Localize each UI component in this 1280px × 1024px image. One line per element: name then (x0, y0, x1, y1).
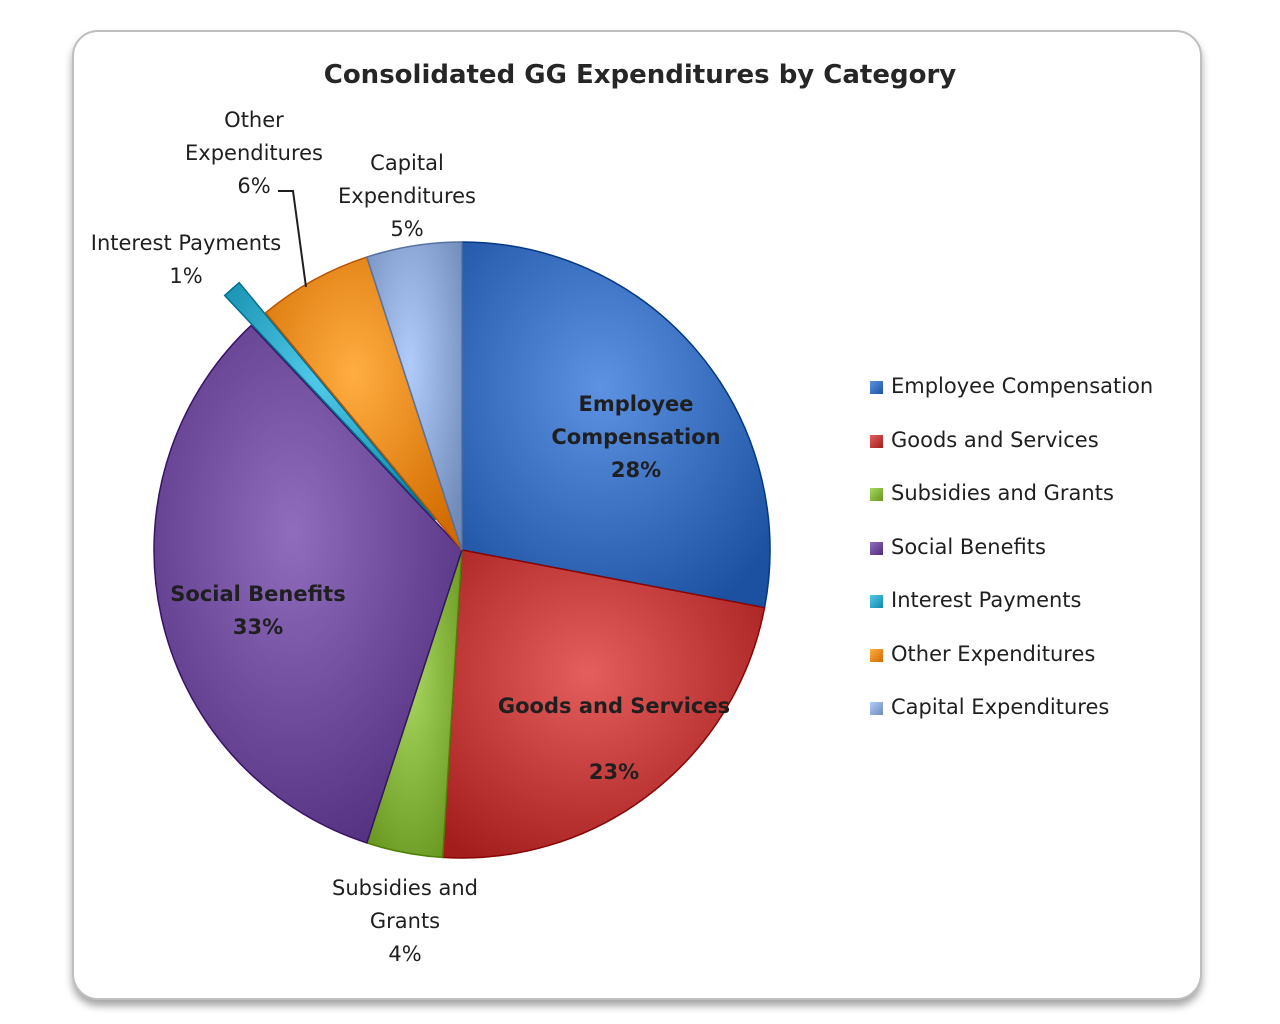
data-label-goods-and-services: Goods and Services 23% (498, 694, 730, 784)
legend-item-interest-payments: Interest Payments (870, 588, 1200, 642)
legend-label: Social Benefits (891, 534, 1046, 559)
pie-slice-capital-expenditures (365, 241, 463, 551)
data-label-social-benefits: Social Benefits 33% (170, 582, 345, 639)
leader-line-other-expenditures (278, 190, 307, 288)
legend-swatch (870, 648, 883, 662)
legend: Employee Compensation Goods and Services S… (870, 374, 1200, 749)
pie-slice-interest-payments (223, 281, 437, 521)
legend-swatch (870, 541, 883, 555)
chart-title: Consolidated GG Expenditures by Category (323, 60, 957, 90)
pie-slice-employee-compensation (461, 241, 771, 609)
legend-label: Other Expenditures (891, 641, 1096, 666)
legend-swatch (870, 702, 883, 715)
legend-label: Interest Payments (891, 588, 1082, 612)
legend-label: Goods and Services (891, 427, 1099, 452)
legend-item-other-expenditures: Other Expenditures (870, 642, 1200, 696)
legend-item-social-benefits: Social Benefits (870, 535, 1200, 589)
legend-item-capital-expenditures: Capital Expenditures (870, 695, 1200, 749)
data-label-capital-expenditures: Capital Expenditures 5% (338, 151, 476, 241)
legend-swatch (870, 434, 883, 448)
pie-slice-goods-and-services (441, 549, 766, 859)
legend-label: Employee Compensation (891, 374, 1154, 398)
legend-item-subsidies-and-grants: Subsidies and Grants (870, 481, 1200, 535)
legend-label: Capital Expenditures (891, 695, 1110, 719)
legend-swatch (870, 488, 883, 501)
pie-slice-social-benefits (153, 324, 463, 844)
legend-item-employee-compensation: Employee Compensation (870, 374, 1200, 428)
legend-label: Subsidies and Grants (891, 481, 1114, 505)
legend-swatch (870, 595, 883, 608)
legend-item-goods-and-services: Goods and Services (870, 428, 1200, 482)
data-label-interest-payments: Interest Payments 1% (91, 231, 281, 288)
data-label-other-expenditures: Other Expenditures 6% (185, 108, 323, 198)
data-label-subsidies-and-grants: Subsidies and Grants 4% (332, 876, 478, 966)
legend-swatch (870, 381, 883, 394)
data-label-employee-compensation: Employee Compensation 28% (551, 392, 720, 482)
